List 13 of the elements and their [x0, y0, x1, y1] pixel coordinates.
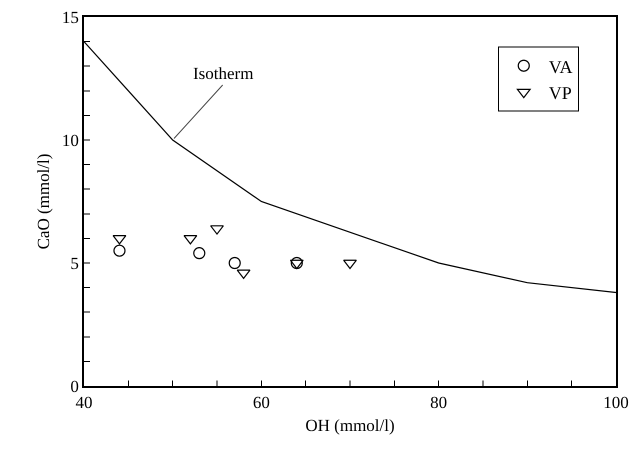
x-tick-label: 80: [430, 393, 448, 412]
y-tick-label: 15: [62, 8, 79, 27]
x-tick-label: 40: [76, 393, 92, 412]
annotation: Isotherm: [193, 64, 254, 83]
x-tick-label: 60: [252, 393, 270, 412]
legend-label: VA: [548, 56, 572, 77]
y-tick-label: 0: [70, 376, 79, 396]
y-tick-label: 5: [70, 254, 79, 273]
y-tick-label: 10: [62, 130, 79, 150]
legend-label: VP: [548, 83, 572, 104]
x-axis-title: OH (mmol/l): [305, 416, 395, 436]
y-axis-title: CaO (mmol/l): [34, 154, 53, 250]
x-tick-label: 100: [603, 393, 629, 412]
